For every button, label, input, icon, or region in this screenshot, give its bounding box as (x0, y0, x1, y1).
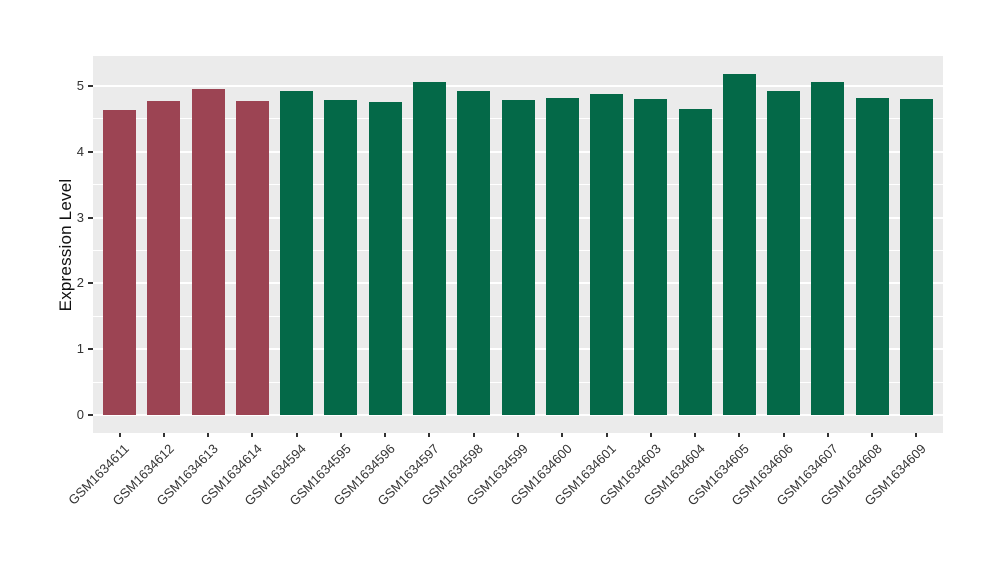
bar-GSM1634607 (811, 82, 844, 415)
y-tick-label: 3 (76, 209, 84, 225)
y-tick-label: 1 (76, 341, 84, 357)
bar-GSM1634599 (502, 100, 535, 415)
x-tick-mark (251, 433, 254, 437)
x-tick-mark (694, 433, 697, 437)
x-tick-mark (162, 433, 165, 437)
y-tick-label: 5 (76, 78, 84, 93)
bar-GSM1634609 (900, 99, 933, 415)
y-axis-title: Expression Level (56, 178, 75, 312)
bar-GSM1634598 (457, 91, 490, 415)
x-tick-mark (118, 433, 121, 437)
x-tick-mark (428, 433, 431, 437)
bar-GSM1634605 (723, 74, 756, 415)
bar-GSM1634608 (856, 98, 889, 415)
y-tick-label: 0 (76, 407, 84, 422)
bar-GSM1634595 (324, 100, 357, 415)
bar-GSM1634614 (236, 101, 269, 415)
bar-GSM1634613 (192, 89, 225, 415)
y-tick-label: 2 (76, 275, 84, 291)
x-tick-mark (207, 433, 210, 437)
x-tick-mark (915, 433, 918, 437)
gridline-major (93, 414, 943, 416)
y-tick-mark (88, 85, 93, 87)
y-tick-mark (88, 150, 93, 153)
x-tick-mark (649, 433, 652, 437)
x-tick-mark (295, 433, 298, 437)
x-tick-mark (384, 433, 387, 437)
x-tick-mark (826, 433, 829, 437)
bar-GSM1634597 (413, 82, 446, 415)
bar-GSM1634594 (280, 91, 313, 415)
y-tick-mark (88, 348, 93, 351)
x-tick-mark (561, 433, 564, 437)
gridline-major (93, 85, 943, 87)
y-tick-mark (88, 414, 93, 416)
bar-GSM1634604 (679, 109, 712, 415)
bar-GSM1634603 (634, 99, 667, 415)
y-tick-mark (88, 216, 93, 219)
x-tick-mark (339, 433, 342, 437)
bar-GSM1634611 (103, 110, 136, 415)
bar-GSM1634601 (590, 94, 623, 415)
bar-GSM1634596 (369, 102, 402, 415)
x-tick-mark (782, 433, 785, 437)
y-tick-label: 4 (76, 143, 84, 159)
x-tick-mark (472, 433, 475, 437)
x-tick-mark (517, 433, 519, 437)
bar-GSM1634606 (767, 91, 800, 415)
plot-area (93, 56, 943, 433)
x-tick-mark (605, 433, 608, 437)
x-tick-mark (738, 433, 741, 437)
bar-GSM1634600 (546, 98, 579, 415)
y-tick-mark (88, 282, 93, 285)
x-tick-mark (871, 433, 874, 437)
bar-GSM1634612 (147, 101, 180, 415)
